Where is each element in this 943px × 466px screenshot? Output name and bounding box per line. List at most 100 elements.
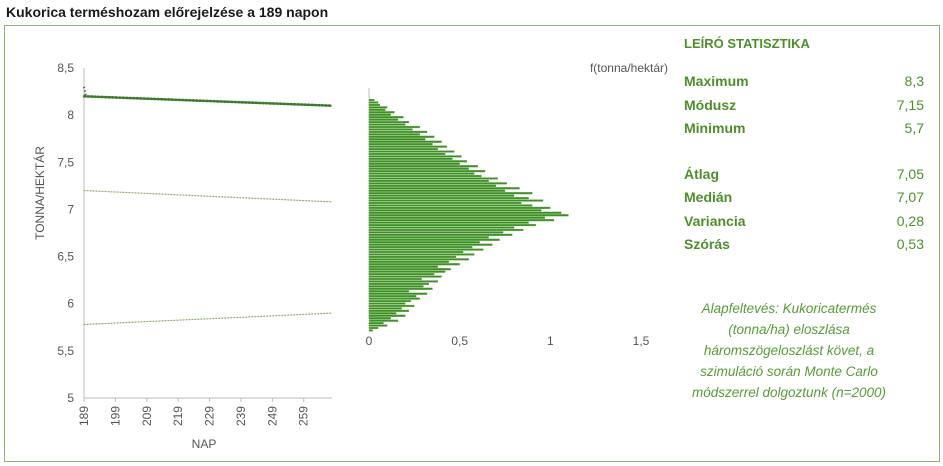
y-tick-label: 8	[67, 108, 74, 122]
stat-label: Módusz	[684, 96, 737, 113]
histogram-bar	[368, 290, 410, 293]
histogram-bar	[368, 221, 529, 224]
stat-label: Minimum	[684, 120, 746, 136]
histogram-bar	[368, 285, 424, 288]
x-tick-label: 189	[77, 406, 91, 426]
stat-label: Átlag	[684, 165, 719, 182]
histogram-bar	[368, 282, 429, 285]
stat-row-variancia: Variancia 0,28	[684, 213, 924, 237]
histogram-bar	[368, 231, 504, 234]
stat-row-modusz: Módusz 7,15	[684, 97, 924, 121]
histogram-bar	[368, 277, 422, 281]
x-axis-label: NAP	[192, 437, 217, 451]
histogram-bar	[368, 275, 442, 278]
histogram-bar	[368, 140, 442, 143]
histogram-bar	[368, 314, 406, 317]
y-tick-label: 7,5	[57, 155, 74, 169]
histogram-bar	[368, 199, 544, 202]
histogram-bar	[368, 216, 546, 219]
histogram-bar	[368, 295, 417, 298]
histogram-bar	[368, 135, 435, 138]
histogram-bar	[368, 152, 446, 156]
x-tick-label: 259	[297, 406, 311, 426]
histogram-bar	[368, 121, 410, 124]
histogram-bar	[368, 206, 551, 209]
series-line-2	[83, 312, 333, 326]
histogram-bar	[368, 130, 428, 133]
histogram-bar	[368, 236, 489, 239]
histogram-bar	[368, 233, 513, 236]
histogram-bar	[368, 255, 457, 259]
y-axis-label: TONNA/HEKTÁR	[32, 146, 47, 240]
histogram-bar	[368, 143, 433, 146]
hist-x-tick-label: 1	[547, 334, 554, 348]
histogram-bar	[368, 177, 498, 180]
histogram-bar	[368, 250, 464, 254]
stat-value: 7,07	[896, 189, 924, 205]
histogram-bar	[368, 258, 469, 261]
series-line-1	[83, 189, 333, 203]
histogram-bar	[368, 197, 529, 200]
y-tick-label: 6,5	[57, 250, 74, 264]
stat-value: 7,15	[896, 96, 924, 113]
histogram-bar	[368, 182, 507, 185]
histogram-bar	[368, 138, 426, 141]
histogram-bar	[368, 329, 373, 332]
stats-heading: LEÍRÓ STATISZTIKA	[684, 36, 810, 51]
assumption-note: Alapfeltevés: Kukoricatermés (tonna/ha) …	[692, 301, 886, 400]
stats-panel: LEÍRÓ STATISZTIKA Maximum 8,3 Módusz 7,1…	[684, 36, 924, 260]
histogram-bar	[368, 187, 520, 190]
y-tick-label: 7	[67, 202, 74, 216]
histogram-bar	[368, 319, 399, 322]
histogram-bar	[368, 125, 420, 129]
histogram-bar	[368, 123, 406, 126]
hist-axis-label: f(tonna/hektár)	[590, 61, 668, 75]
histogram-bar	[368, 179, 489, 183]
histogram-bar	[368, 165, 478, 168]
histogram-bar	[368, 201, 522, 205]
stat-value: 5,7	[904, 120, 924, 136]
x-tick-label: 209	[140, 406, 154, 426]
histogram-bar	[368, 214, 569, 217]
histogram-bar	[368, 273, 435, 276]
stat-label: Maximum	[684, 73, 749, 89]
x-tick-label: 249	[265, 406, 279, 426]
histogram-bar	[368, 172, 475, 175]
histogram-bar	[368, 155, 462, 158]
histogram-bar	[368, 111, 395, 114]
y-tick-label: 6	[67, 297, 74, 311]
histogram-bar	[368, 113, 391, 116]
histogram-bar	[368, 292, 428, 295]
histogram-bar	[368, 160, 468, 163]
histogram-bar	[368, 145, 448, 148]
histogram-bar	[368, 103, 381, 107]
histogram-bar	[368, 184, 497, 187]
x-tick-label: 229	[203, 406, 217, 426]
histogram-bar	[368, 226, 515, 229]
max-marker	[83, 86, 87, 97]
histogram-bar	[368, 189, 506, 192]
stat-value: 8,3	[904, 73, 924, 89]
histogram-bar	[368, 268, 451, 271]
histogram-bar	[368, 302, 406, 305]
series-line-0	[82, 94, 334, 108]
x-tick-label: 199	[108, 406, 122, 426]
stat-value: 7,05	[896, 165, 924, 182]
histogram-bar	[368, 238, 500, 241]
histogram-bar	[368, 241, 480, 244]
histogram-bar	[368, 204, 533, 207]
stat-row-atlag: Átlag 7,05	[684, 166, 924, 190]
hist-x-tick-label: 1,5	[633, 334, 650, 348]
histogram-bar	[368, 194, 515, 197]
stat-label: Variancia	[684, 212, 746, 229]
histogram-bar	[368, 174, 482, 178]
histogram-bar	[368, 322, 384, 325]
histogram-bar	[368, 265, 439, 268]
histogram-bar	[368, 228, 524, 232]
histogram-bar	[368, 133, 420, 136]
chart-frame	[4, 25, 940, 462]
histogram-bar	[368, 312, 397, 315]
hist-x-tick-label: 0,5	[451, 334, 468, 348]
histogram-bar	[368, 263, 460, 266]
y-tick-label: 5,5	[57, 344, 74, 358]
